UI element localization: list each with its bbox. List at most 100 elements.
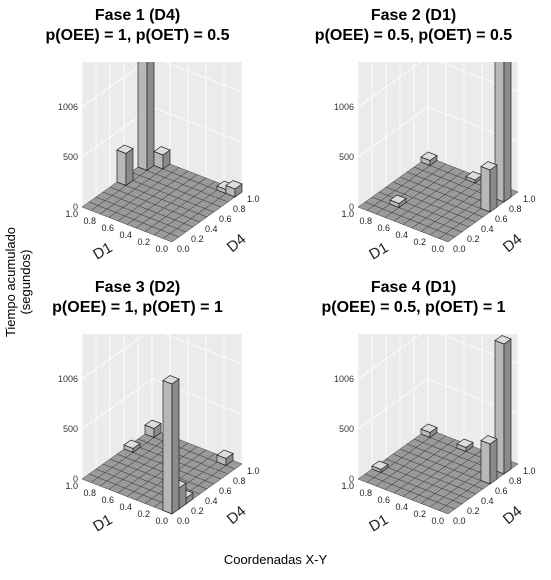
panel-4-y-axis-name: D4 xyxy=(500,503,526,528)
panel-4-bar-face-right xyxy=(489,438,498,485)
panel-4-y-tick-label: 0.2 xyxy=(467,506,480,516)
panel-3-bar-face-top xyxy=(216,449,234,459)
panel-1-bar-face-right xyxy=(146,62,155,172)
panel-4-bar-face-top xyxy=(420,423,438,433)
panel-4-wall-grid-h xyxy=(357,334,519,380)
panel-1-y-tick-label: 0.8 xyxy=(233,204,246,214)
panel-2-z-tick-label: 1006 xyxy=(334,102,354,112)
panel-4-x-tick-label: 0.0 xyxy=(431,516,444,526)
panel-1-bar-face-left xyxy=(137,62,148,172)
panel-1-y-tick-label: 1.0 xyxy=(247,194,260,204)
panel-2-bar-face-top xyxy=(420,151,438,161)
x-axis-label: Coordenadas X-Y xyxy=(223,552,328,567)
panel-2-y-tick-label: 0.8 xyxy=(509,204,522,214)
panel-4-bar-face-top xyxy=(456,438,474,448)
panel-2-bar-face-right xyxy=(489,164,498,213)
panel-4-wall-grid-h xyxy=(357,378,519,430)
panel-3-y-axis-name: D4 xyxy=(224,503,250,528)
panel-3-y-tick-label: 0.6 xyxy=(219,486,232,496)
panel-1-z-tick-label: 500 xyxy=(63,152,78,162)
panel-2-title-main: Fase 2 (D1) xyxy=(370,7,457,24)
panel-2-z-tick-label: 500 xyxy=(339,152,354,162)
panel-2-y-tick-label: 0.0 xyxy=(453,244,466,254)
panel-3-x-tick-label: 0.8 xyxy=(83,488,96,498)
panel-4-z-tick-label: 1006 xyxy=(334,374,354,384)
panel-2-x-axis-name: D1 xyxy=(366,239,391,263)
panel-2-y-tick-label: 0.4 xyxy=(481,224,494,234)
panel-1-x-tick-label: 0.4 xyxy=(119,230,132,240)
panel-2-x-tick-label: 0.0 xyxy=(431,244,444,254)
panel-1-y-axis-name: D4 xyxy=(224,231,250,256)
panel-3-plot: 050010061500D2D30.00.20.40.60.81.00.00.2… xyxy=(58,334,260,536)
panel-1-z-tick-label: 1006 xyxy=(58,102,78,112)
panel-2-plot: 050010061500D2D30.00.20.40.60.81.00.00.2… xyxy=(334,62,536,264)
panel-3-bar-face-left xyxy=(162,379,173,515)
panel-4-y-tick-label: 0.4 xyxy=(481,496,494,506)
panel-1-x-tick-label: 1.0 xyxy=(65,209,78,219)
panel-1-x-tick-label: 0.6 xyxy=(101,223,114,233)
panel-4-x-axis-name: D1 xyxy=(366,511,391,535)
panel-4-title-main: Fase 4 (D1) xyxy=(370,279,457,296)
panel-3-bar-face-top xyxy=(162,375,180,385)
panel-2-bar-face-top xyxy=(389,194,407,204)
panel-4-y-tick-label: 1.0 xyxy=(523,466,536,476)
panel-2-x-tick-label: 0.8 xyxy=(359,216,372,226)
panel-1-bar-face-right xyxy=(125,147,134,187)
panel-4-x-tick-label: 0.6 xyxy=(377,495,390,505)
panel-3-y-tick-label: 1.0 xyxy=(247,466,260,476)
panel-4-x-tick-label: 0.8 xyxy=(359,488,372,498)
panel-1-y-tick-label: 0.0 xyxy=(177,244,190,254)
panel-3-bar-face-top xyxy=(144,419,162,429)
panel-2-y-tick-label: 0.2 xyxy=(467,234,480,244)
panel-1-bar-face-left xyxy=(116,149,127,187)
panel-4-plot: 050010061500D2D30.00.20.40.60.81.00.00.2… xyxy=(334,334,536,536)
panel-3-x-tick-label: 1.0 xyxy=(65,481,78,491)
panel-2-title-sub: p(OEE) = 0.5, p(OET) = 0.5 xyxy=(314,27,513,44)
panel-2-x-tick-label: 1.0 xyxy=(341,209,354,219)
panel-1-bar-face-top xyxy=(153,146,171,156)
panel-1-x-axis-name: D1 xyxy=(90,239,115,263)
panel-4-x-tick-label: 1.0 xyxy=(341,481,354,491)
panel-1-x-tick-label: 0.8 xyxy=(83,216,96,226)
panel-1-x-tick-label: 0.0 xyxy=(155,244,168,254)
panel-4-x-tick-label: 0.2 xyxy=(413,509,426,519)
panel-3-title: Fase 3 (D2) p(OEE) = 1, p(OET) = 1 xyxy=(0,278,275,318)
panel-1-z-tick-label: 0 xyxy=(73,202,78,212)
panel-3-z-tick-label: 1006 xyxy=(58,374,78,384)
panel-3-x-axis-name: D1 xyxy=(90,511,115,535)
panel-3-y-tick-label: 0.2 xyxy=(191,506,204,516)
panel-2-bar-face-top xyxy=(480,161,498,171)
panel-4-title: Fase 4 (D1) p(OEE) = 0.5, p(OET) = 1 xyxy=(276,278,551,318)
panel-2-y-tick-label: 0.6 xyxy=(495,214,508,224)
panel-4-bar-face-right xyxy=(503,338,512,475)
panel-4-z-tick-label: 500 xyxy=(339,424,354,434)
panel-1-bar-face-top xyxy=(225,180,243,190)
panel-2-bar-face-right xyxy=(503,62,512,203)
panel-4-z-tick-label: 0 xyxy=(349,474,354,484)
panel-3-title-sub: p(OEE) = 1, p(OET) = 1 xyxy=(52,299,223,316)
panel-3-y-tick-label: 0.8 xyxy=(233,476,246,486)
panel-1-y-tick-label: 0.6 xyxy=(219,214,232,224)
panel-3-title-main: Fase 3 (D2) xyxy=(94,279,181,296)
panel-2-y-tick-label: 1.0 xyxy=(523,194,536,204)
panel-4-bar-face-top xyxy=(480,435,498,445)
panel-4-bar-face-left xyxy=(480,439,491,485)
panel-2-z-tick-label: 0 xyxy=(349,202,354,212)
panel-1-wall-grid-h xyxy=(81,62,243,108)
panel-4-y-tick-label: 0.0 xyxy=(453,516,466,526)
panel-2-wall-grid-h xyxy=(357,106,519,158)
panel-2-bar-face-left xyxy=(480,165,491,213)
panel-3-wall-grid-h xyxy=(81,378,243,430)
panel-1-x-tick-label: 0.2 xyxy=(137,237,150,247)
panel-2-bar-face-top xyxy=(465,171,483,181)
panel-4-y-tick-label: 0.6 xyxy=(495,486,508,496)
panel-2-title: Fase 2 (D1) p(OEE) = 0.5, p(OET) = 0.5 xyxy=(276,6,551,46)
panel-3-z-tick-label: 500 xyxy=(63,424,78,434)
panel-2-x-tick-label: 0.2 xyxy=(413,237,426,247)
panel-1-y-tick-label: 0.2 xyxy=(191,234,204,244)
panel-1-title-main: Fase 1 (D4) xyxy=(94,7,181,24)
panel-3-y-tick-label: 0.4 xyxy=(205,496,218,506)
panel-4-x-tick-label: 0.4 xyxy=(395,502,408,512)
y-axis-label: Tiempo acumulado (segundos) xyxy=(3,226,33,338)
panel-3-x-tick-label: 0.4 xyxy=(119,502,132,512)
